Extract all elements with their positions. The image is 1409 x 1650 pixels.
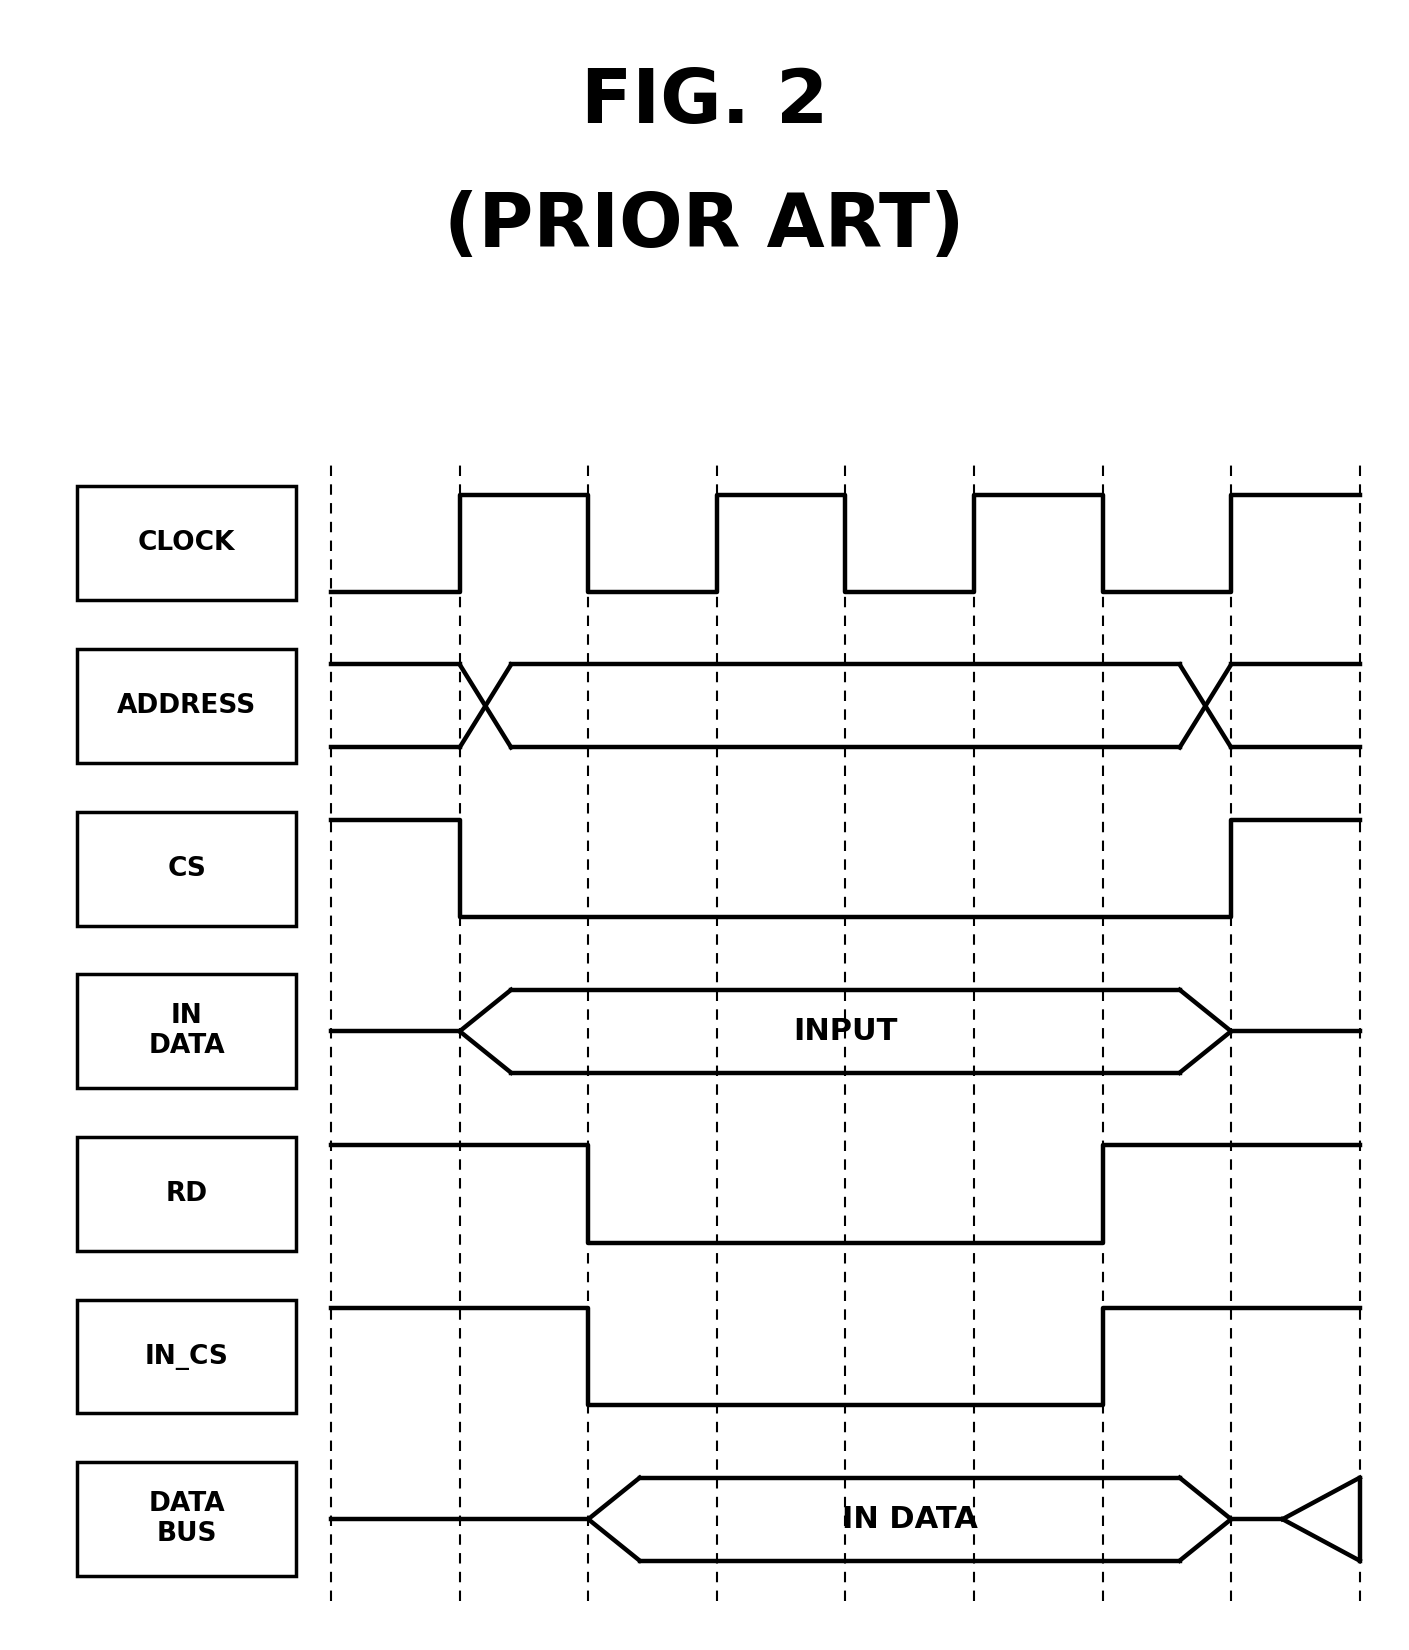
Text: IN
DATA: IN DATA bbox=[148, 1003, 225, 1059]
Text: INPUT: INPUT bbox=[793, 1016, 898, 1046]
Text: DATA
BUS: DATA BUS bbox=[148, 1492, 225, 1548]
FancyBboxPatch shape bbox=[77, 487, 296, 601]
Text: RD: RD bbox=[166, 1181, 207, 1206]
Text: CLOCK: CLOCK bbox=[138, 530, 235, 556]
FancyBboxPatch shape bbox=[77, 974, 296, 1089]
Text: IN_CS: IN_CS bbox=[145, 1343, 228, 1370]
Text: FIG. 2: FIG. 2 bbox=[581, 66, 828, 139]
FancyBboxPatch shape bbox=[77, 1137, 296, 1251]
Text: IN DATA: IN DATA bbox=[841, 1505, 978, 1534]
FancyBboxPatch shape bbox=[77, 812, 296, 926]
Text: (PRIOR ART): (PRIOR ART) bbox=[444, 190, 965, 262]
Text: CS: CS bbox=[168, 856, 206, 881]
Text: ADDRESS: ADDRESS bbox=[117, 693, 256, 719]
FancyBboxPatch shape bbox=[77, 1462, 296, 1576]
FancyBboxPatch shape bbox=[77, 648, 296, 762]
FancyBboxPatch shape bbox=[77, 1300, 296, 1414]
